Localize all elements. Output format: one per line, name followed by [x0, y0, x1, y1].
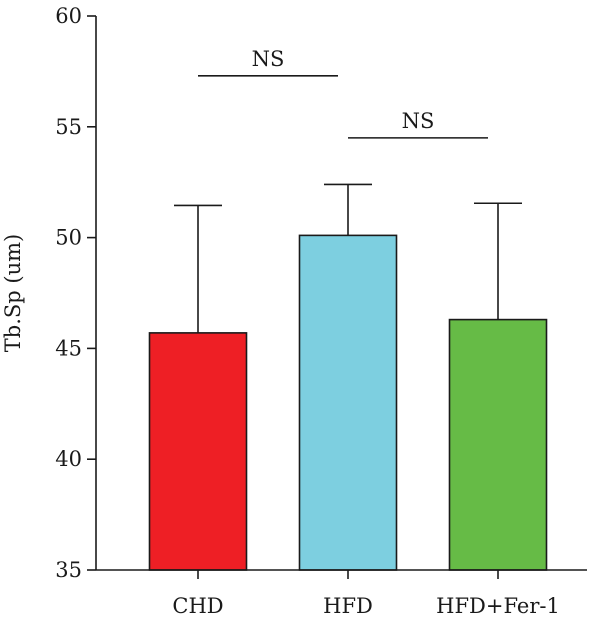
significance-label: NS	[252, 47, 285, 71]
bar	[298, 234, 398, 571]
bar	[148, 332, 248, 571]
x-tick-label: HFD+Fer-1	[436, 594, 560, 618]
y-tick-label: 55	[55, 115, 82, 139]
y-axis: 35 40 45 50 55 60	[55, 4, 97, 582]
bar	[448, 318, 548, 571]
y-tick-label: 60	[55, 4, 82, 28]
error-bars	[174, 183, 522, 333]
significance-label: NS	[402, 109, 435, 133]
significance-annotations: NS NS	[198, 47, 488, 139]
x-tick-label: CHD	[172, 594, 223, 618]
bars	[148, 234, 548, 571]
x-axis: CHD HFD HFD+Fer-1	[96, 569, 587, 618]
y-axis-label: Tb.Sp (um)	[1, 234, 25, 352]
y-tick-label: 45	[55, 336, 82, 360]
y-tick-label: 50	[55, 226, 82, 250]
x-tick-label: HFD	[323, 594, 373, 618]
y-tick-label: 40	[55, 447, 82, 471]
y-tick-label: 35	[55, 558, 82, 582]
